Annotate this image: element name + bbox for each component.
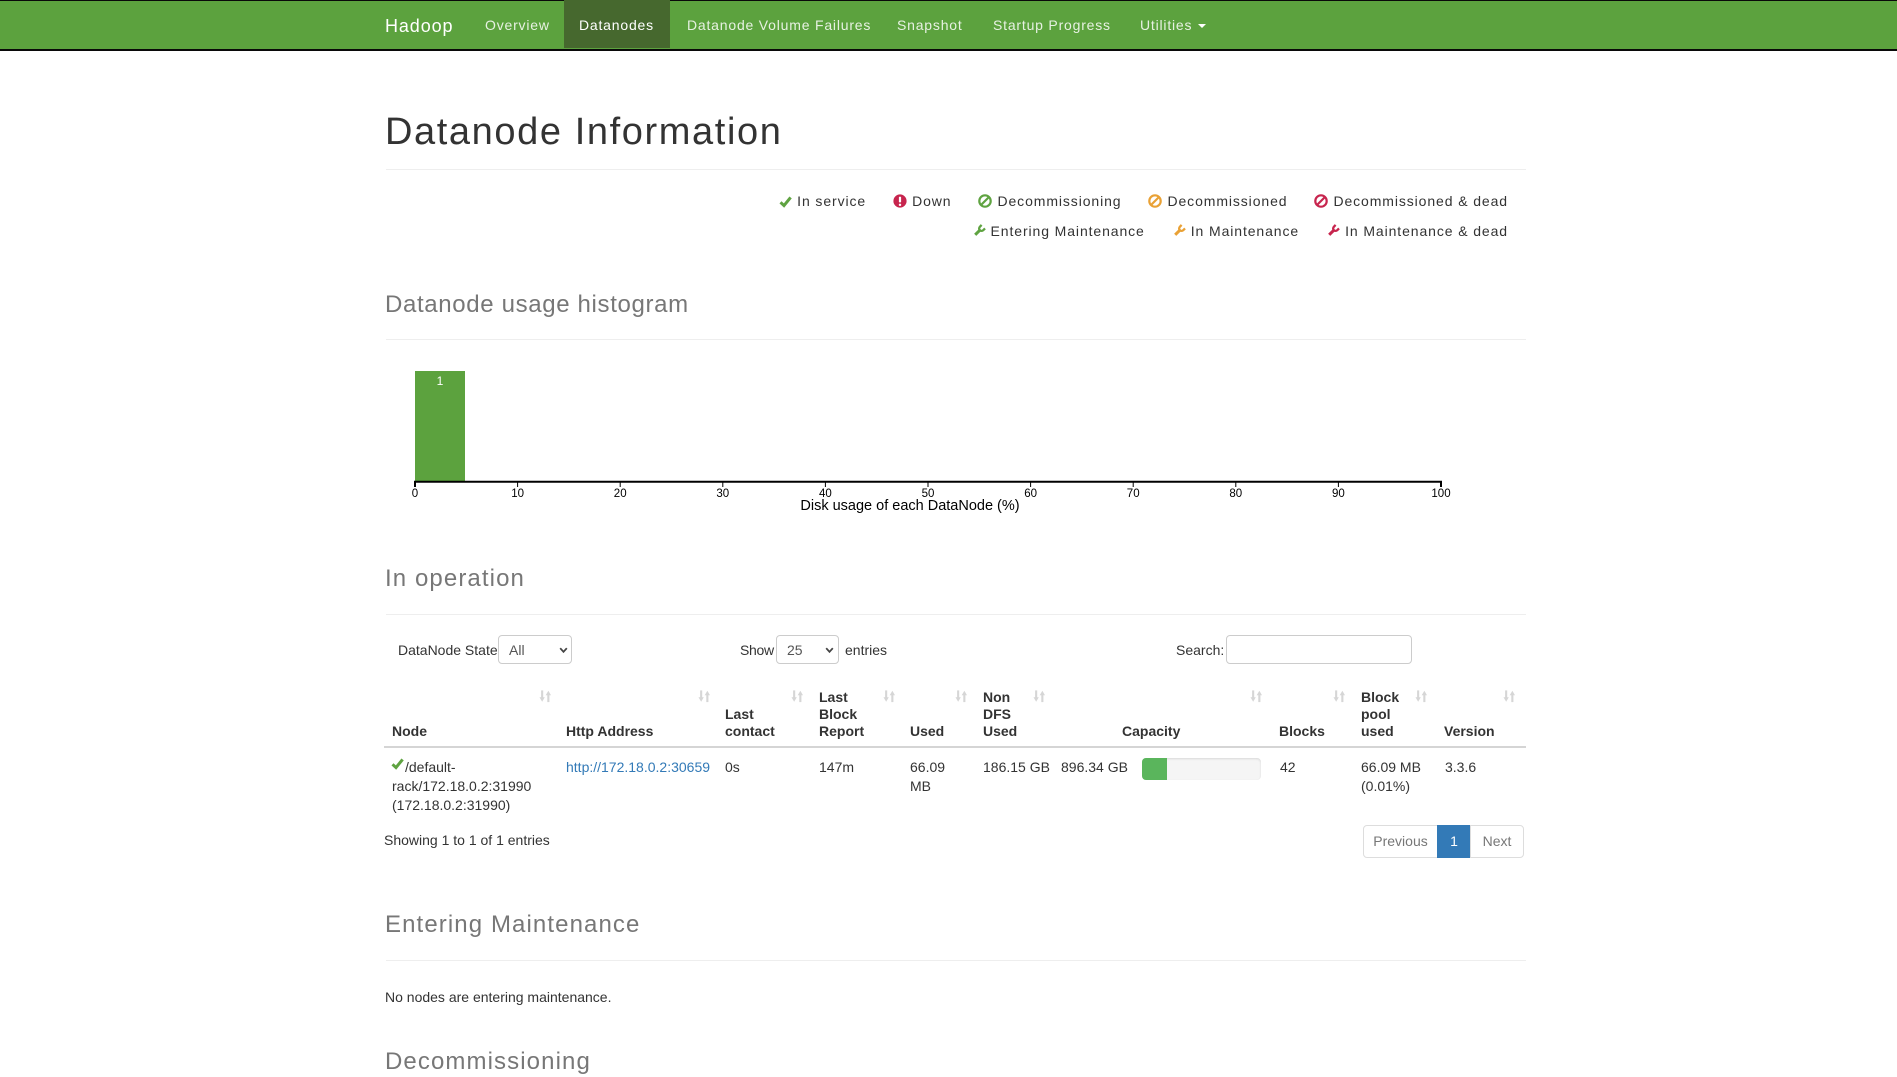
svg-text:30: 30 <box>716 488 729 500</box>
svg-text:10: 10 <box>511 488 524 500</box>
svg-text:20: 20 <box>614 488 627 500</box>
svg-text:50: 50 <box>922 488 935 500</box>
svg-text:1: 1 <box>437 374 444 388</box>
svg-text:90: 90 <box>1332 488 1345 500</box>
svg-text:40: 40 <box>819 488 832 500</box>
svg-text:0: 0 <box>412 488 418 500</box>
svg-text:Disk usage of each DataNode (%: Disk usage of each DataNode (%) <box>800 498 1019 514</box>
svg-text:60: 60 <box>1024 488 1037 500</box>
svg-text:80: 80 <box>1229 488 1242 500</box>
svg-text:100: 100 <box>1431 488 1450 500</box>
svg-text:70: 70 <box>1127 488 1140 500</box>
